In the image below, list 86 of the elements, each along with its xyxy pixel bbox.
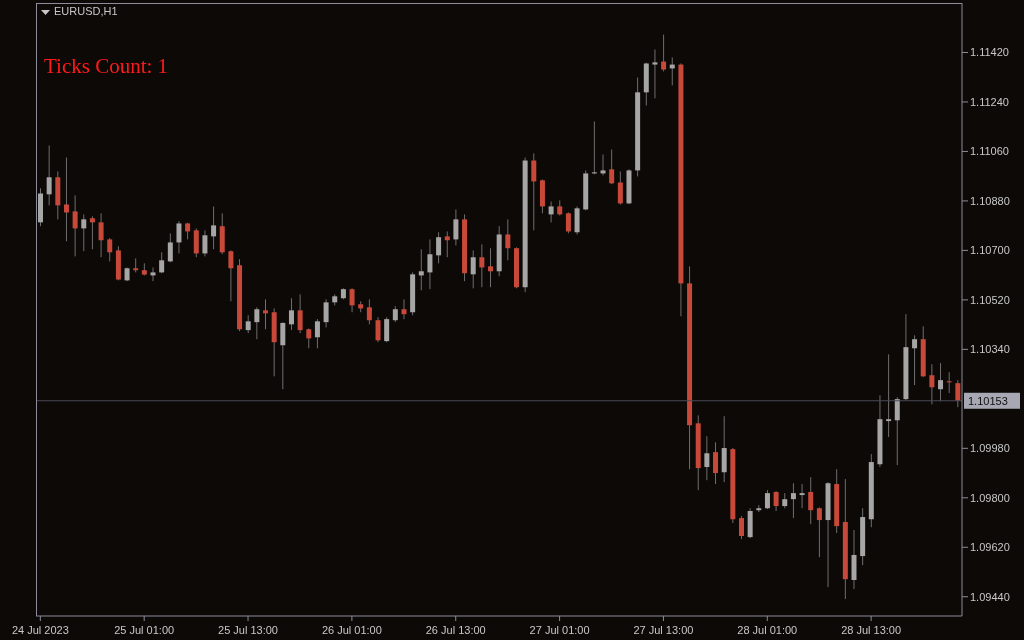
x-tick-label: 25 Jul 13:00 bbox=[218, 624, 278, 636]
candlestick bbox=[254, 306, 260, 340]
candlestick bbox=[436, 231, 442, 264]
y-tick-label: 1.10340 bbox=[970, 343, 1010, 356]
candlestick bbox=[704, 435, 710, 481]
candlestick bbox=[72, 194, 78, 257]
candlestick bbox=[955, 379, 961, 408]
annotation: Ticks Count: 1 bbox=[44, 54, 169, 79]
candlestick bbox=[418, 248, 424, 291]
candlestick bbox=[159, 251, 165, 274]
candlestick bbox=[366, 298, 372, 325]
candlestick bbox=[228, 249, 234, 302]
candlestick bbox=[193, 227, 199, 258]
candlestick bbox=[263, 298, 269, 330]
candlestick bbox=[574, 205, 580, 235]
x-tick-label: 25 Jul 01:00 bbox=[114, 624, 175, 636]
y-tick-label: 1.10520 bbox=[970, 293, 1010, 306]
candlestick bbox=[929, 363, 935, 405]
y-tick-label: 1.09620 bbox=[970, 541, 1010, 554]
candlestick bbox=[211, 205, 217, 250]
candlestick bbox=[89, 215, 95, 250]
candlestick bbox=[107, 237, 113, 262]
candlestick bbox=[808, 476, 814, 525]
candlestick bbox=[764, 489, 770, 510]
x-tick-label: 26 Jul 01:00 bbox=[321, 624, 382, 636]
candlestick bbox=[565, 211, 571, 234]
candlestick bbox=[886, 353, 892, 438]
y-tick-label: 1.09980 bbox=[970, 442, 1010, 455]
candlestick bbox=[617, 171, 623, 205]
candlestick bbox=[505, 218, 511, 261]
y-tick-label: 1.11420 bbox=[970, 46, 1009, 59]
candlestick bbox=[591, 120, 597, 175]
candlestick bbox=[176, 220, 182, 254]
candlestick bbox=[470, 249, 476, 289]
candlestick bbox=[150, 266, 156, 282]
candlestick bbox=[912, 334, 918, 386]
candlestick bbox=[548, 200, 554, 223]
x-tick-label: 28 Jul 13:00 bbox=[841, 624, 902, 636]
x-tick-label: 27 Jul 13:00 bbox=[633, 624, 694, 636]
ref-line-label: 1.10153 bbox=[968, 394, 1008, 407]
candlestick bbox=[488, 247, 494, 288]
candlestick bbox=[531, 152, 537, 231]
candlestick bbox=[427, 238, 433, 290]
candlestick bbox=[375, 316, 381, 343]
candlestick bbox=[202, 229, 208, 257]
candlestick bbox=[661, 34, 667, 72]
candlestick bbox=[453, 208, 459, 246]
candlestick bbox=[306, 327, 312, 349]
candlestick bbox=[790, 482, 796, 519]
candlestick bbox=[938, 362, 944, 402]
candlestick bbox=[63, 156, 69, 242]
candlestick bbox=[46, 144, 52, 206]
candlestick bbox=[738, 515, 744, 540]
y-tick-label: 1.10700 bbox=[970, 244, 1010, 257]
candlestick bbox=[479, 243, 485, 288]
candlestick bbox=[98, 212, 104, 258]
chart-title: EURUSD,H1 bbox=[54, 5, 118, 17]
candlestick bbox=[384, 316, 390, 343]
x-tick-label: 27 Jul 01:00 bbox=[529, 624, 590, 636]
candlestick bbox=[609, 149, 615, 185]
y-tick-label: 1.11240 bbox=[970, 95, 1009, 108]
candlestick bbox=[167, 232, 173, 263]
y-tick-label: 1.09800 bbox=[970, 491, 1010, 504]
candlestick bbox=[323, 298, 329, 328]
candlestick bbox=[401, 298, 407, 320]
y-tick-label: 1.09440 bbox=[970, 590, 1010, 603]
candlestick bbox=[297, 293, 303, 334]
candlestick bbox=[280, 321, 286, 390]
y-tick-label: 1.10880 bbox=[970, 194, 1010, 207]
candlestick bbox=[816, 506, 822, 558]
candlestick bbox=[799, 483, 805, 509]
candlestick bbox=[773, 490, 779, 512]
candlestick bbox=[314, 318, 320, 349]
candlestick bbox=[946, 371, 952, 394]
x-tick-label: 26 Jul 13:00 bbox=[425, 624, 486, 636]
candlestick bbox=[713, 441, 719, 485]
candlestick bbox=[81, 213, 87, 252]
candlestick bbox=[444, 230, 450, 258]
x-tick-label: 24 Jul 2023 bbox=[11, 624, 69, 636]
candlestick bbox=[894, 396, 900, 466]
candlestick bbox=[288, 297, 294, 331]
candlestick bbox=[600, 153, 606, 176]
x-tick-label: 28 Jul 01:00 bbox=[737, 624, 798, 636]
candlestick bbox=[349, 287, 355, 313]
candlestick bbox=[652, 48, 658, 99]
y-tick-label: 1.11060 bbox=[970, 145, 1009, 158]
